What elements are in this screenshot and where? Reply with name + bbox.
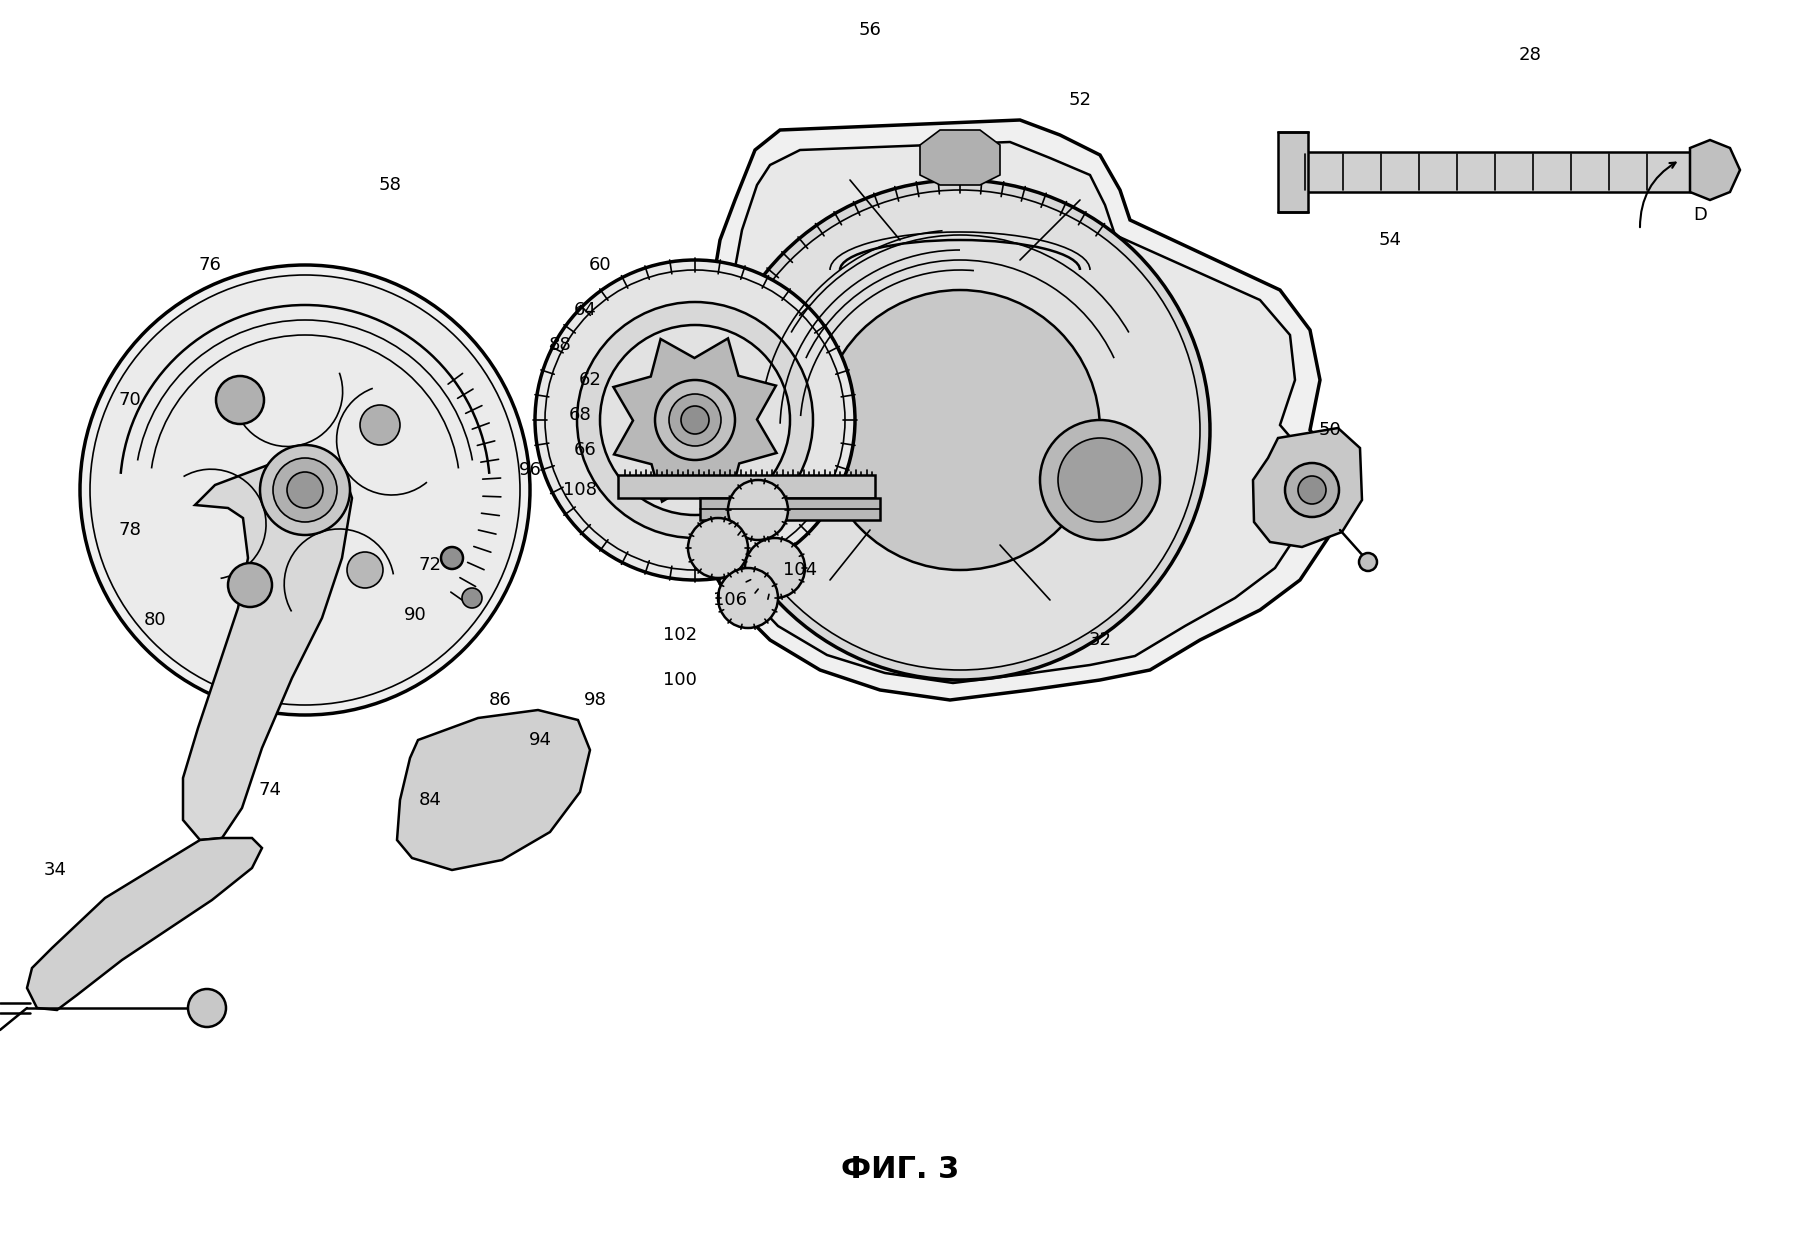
Circle shape [273, 458, 338, 522]
Polygon shape [700, 498, 881, 520]
Text: 68: 68 [569, 406, 592, 424]
Circle shape [545, 270, 845, 570]
Text: 54: 54 [1379, 231, 1401, 249]
Text: 98: 98 [583, 690, 606, 709]
Text: 58: 58 [379, 175, 401, 194]
Text: 100: 100 [662, 671, 697, 689]
Circle shape [720, 190, 1200, 671]
Text: 104: 104 [783, 561, 818, 578]
Polygon shape [182, 458, 352, 840]
Text: 72: 72 [419, 556, 442, 573]
Text: 88: 88 [549, 336, 572, 355]
Polygon shape [617, 475, 875, 498]
Text: 94: 94 [529, 731, 552, 749]
Text: 34: 34 [43, 861, 67, 880]
Polygon shape [397, 710, 590, 870]
Circle shape [670, 394, 720, 447]
Circle shape [727, 480, 789, 540]
Text: 74: 74 [258, 781, 282, 799]
Text: 76: 76 [199, 256, 222, 274]
Circle shape [79, 265, 531, 715]
Polygon shape [690, 119, 1339, 700]
Circle shape [90, 275, 520, 705]
Polygon shape [614, 338, 776, 501]
Polygon shape [1291, 152, 1720, 192]
Circle shape [227, 564, 273, 607]
Circle shape [462, 588, 482, 608]
Polygon shape [1689, 141, 1740, 200]
Circle shape [287, 471, 323, 508]
Circle shape [688, 518, 747, 578]
Circle shape [217, 376, 264, 424]
Text: 52: 52 [1069, 91, 1092, 109]
Polygon shape [921, 131, 1000, 185]
Text: 66: 66 [574, 442, 596, 459]
Text: 90: 90 [404, 606, 426, 624]
Text: 106: 106 [713, 591, 747, 610]
Text: 84: 84 [419, 791, 442, 809]
Text: 62: 62 [579, 371, 601, 389]
Polygon shape [1253, 428, 1363, 547]
Text: 108: 108 [563, 481, 597, 499]
Circle shape [188, 989, 226, 1028]
Polygon shape [1278, 132, 1309, 211]
Text: 86: 86 [489, 690, 511, 709]
Circle shape [1040, 420, 1161, 540]
Text: 28: 28 [1518, 46, 1541, 63]
Circle shape [599, 325, 791, 515]
Text: 60: 60 [588, 256, 612, 274]
Circle shape [440, 547, 464, 569]
Circle shape [347, 552, 383, 588]
Circle shape [1058, 438, 1143, 522]
Circle shape [745, 537, 805, 598]
Circle shape [655, 379, 735, 460]
Circle shape [1359, 554, 1377, 571]
Circle shape [260, 445, 350, 535]
Text: D: D [1693, 207, 1708, 224]
Circle shape [709, 180, 1209, 680]
Circle shape [1285, 463, 1339, 518]
Text: 80: 80 [144, 611, 166, 629]
Polygon shape [27, 838, 262, 1010]
Circle shape [680, 406, 709, 434]
Text: 50: 50 [1319, 420, 1341, 439]
Text: 70: 70 [119, 391, 141, 409]
Circle shape [718, 569, 778, 628]
Text: 96: 96 [518, 462, 542, 479]
Text: 78: 78 [119, 521, 141, 539]
Polygon shape [711, 142, 1310, 683]
Circle shape [534, 260, 856, 580]
Circle shape [819, 290, 1099, 570]
Text: 56: 56 [859, 21, 881, 39]
Circle shape [578, 302, 812, 537]
Circle shape [1298, 476, 1327, 504]
Text: 32: 32 [1088, 631, 1112, 649]
Text: 102: 102 [662, 626, 697, 644]
Text: 64: 64 [574, 301, 596, 318]
Circle shape [359, 406, 401, 445]
Text: ФИГ. 3: ФИГ. 3 [841, 1156, 958, 1184]
